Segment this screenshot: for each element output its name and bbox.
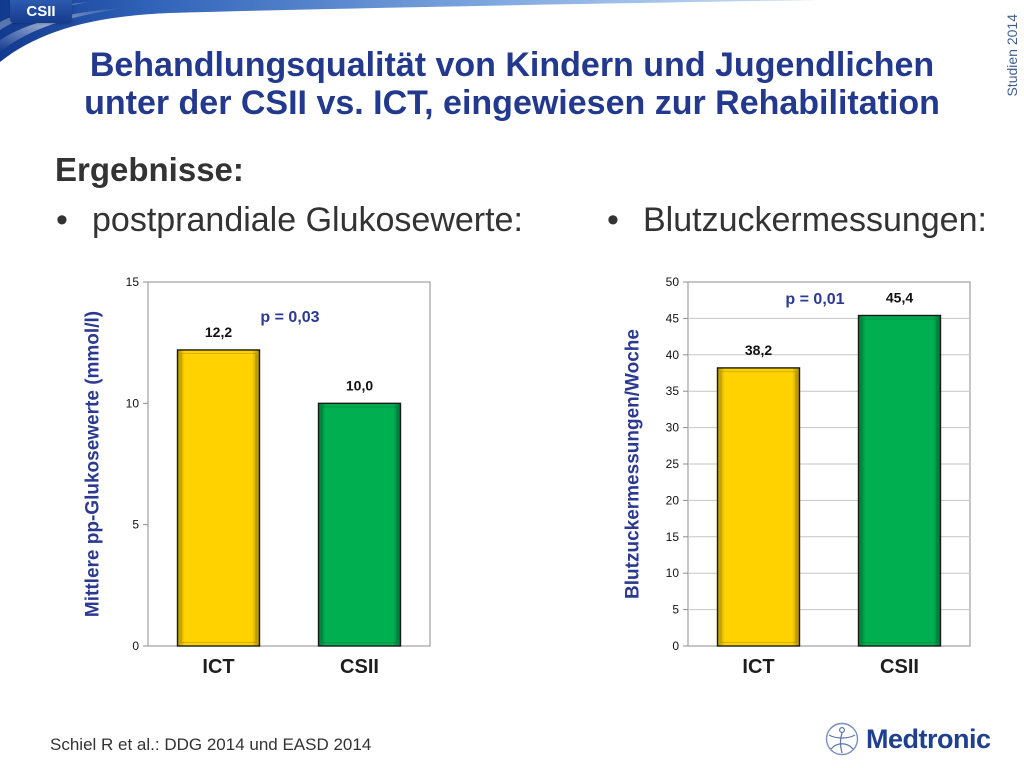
y-tick-label: 5 bbox=[672, 603, 679, 617]
y-axis-label: Blutzuckermessungen/Woche bbox=[623, 329, 644, 599]
bar-bevel bbox=[720, 370, 797, 644]
bar-bevel bbox=[321, 406, 398, 643]
y-tick-label: 15 bbox=[126, 275, 140, 289]
bar-bevel bbox=[861, 318, 938, 643]
bar-shading bbox=[858, 315, 941, 646]
category-label: CSII bbox=[880, 656, 919, 678]
bullet-text: postprandiale Glukosewerte: bbox=[92, 201, 523, 239]
results-heading: Ergebnisse: bbox=[55, 151, 244, 188]
y-tick-label: 45 bbox=[666, 311, 680, 325]
y-tick-label: 5 bbox=[132, 518, 139, 532]
bar-outline bbox=[857, 314, 942, 647]
title-line-1: Behandlungsqualität von Kindern und Juge… bbox=[89, 46, 935, 84]
topic-tab: CSII bbox=[10, 0, 72, 23]
logo-wordmark: Medtronic bbox=[866, 723, 991, 754]
y-tick-label: 40 bbox=[666, 348, 680, 362]
category-label: ICT bbox=[202, 656, 234, 678]
y-tick-label: 10 bbox=[666, 566, 680, 580]
medtronic-logo: Medtronic bbox=[824, 720, 991, 758]
bar-shading bbox=[717, 367, 800, 646]
data-label: 45,4 bbox=[886, 289, 913, 305]
bar-shading bbox=[177, 349, 260, 646]
y-tick-label: 15 bbox=[666, 530, 680, 544]
bar-outline bbox=[176, 349, 261, 647]
y-tick-label: 50 bbox=[666, 275, 680, 289]
bullet-marker: • bbox=[607, 201, 619, 239]
bar-outline bbox=[716, 367, 801, 647]
bar-outline bbox=[317, 402, 402, 647]
y-tick-label: 0 bbox=[132, 639, 139, 653]
chart-blood-glucose-measurements: 0 5 10 15 20 25 30 35 40 45 50 38,2 ICT 45,4 CSII Blutz… bbox=[623, 275, 971, 678]
category-label: CSII bbox=[340, 656, 379, 678]
category-label: ICT bbox=[742, 656, 774, 678]
bar-shading bbox=[318, 403, 401, 646]
data-label: 38,2 bbox=[745, 342, 772, 358]
data-label: 12,2 bbox=[205, 324, 232, 340]
citation: Schiel R et al.: DDG 2014 und EASD 2014 bbox=[50, 735, 372, 754]
p-value-annotation: p = 0,01 bbox=[785, 291, 844, 308]
medtronic-emblem-icon bbox=[825, 722, 859, 756]
data-label: 10,0 bbox=[346, 377, 373, 393]
y-tick-label: 30 bbox=[666, 421, 680, 435]
bullet-item-blood-glucose-measurements: • Blutzuckermessungen: bbox=[607, 201, 987, 239]
title-line-2: unter der CSII vs. ICT, eingewiesen zur … bbox=[84, 84, 940, 122]
y-tick-label: 35 bbox=[666, 384, 680, 398]
bullet-item-postprandial-glucose: • postprandiale Glukosewerte: bbox=[56, 201, 523, 239]
chart-postprandial-glucose: 0 5 10 15 12,2 ICT 10,0 CSII Mittlere pp-Glukose… bbox=[83, 275, 431, 678]
y-tick-label: 0 bbox=[672, 639, 679, 653]
slide-title: Behandlungsqualität von Kindern und Juge… bbox=[0, 46, 1024, 122]
y-tick-label: 25 bbox=[666, 457, 680, 471]
p-value-annotation: p = 0,03 bbox=[260, 309, 319, 326]
y-tick-label: 20 bbox=[666, 493, 680, 507]
topic-tab-label: CSII bbox=[26, 3, 56, 20]
y-tick-label: 10 bbox=[126, 396, 140, 410]
bullet-text: Blutzuckermessungen: bbox=[643, 201, 987, 239]
bullet-marker: • bbox=[56, 201, 68, 239]
swoosh-band bbox=[0, 0, 818, 62]
y-axis-label: Mittlere pp-Glukosewerte (mmol/l) bbox=[83, 311, 104, 617]
bar-bevel bbox=[180, 352, 257, 644]
